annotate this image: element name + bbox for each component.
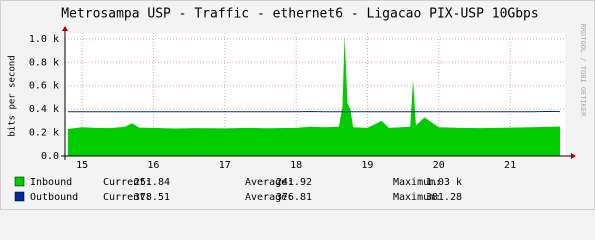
watermark: RRDTOOL / TOBI OETIKER xyxy=(579,24,587,118)
stat-value: 381.28 xyxy=(426,192,462,203)
stat-label: Maximum: xyxy=(393,177,441,188)
chart-title: Metrosampa USP - Traffic - ethernet6 - L… xyxy=(61,7,538,22)
x-axis-arrow xyxy=(571,153,576,159)
x-tick-label: 19 xyxy=(361,160,373,171)
legend-swatch xyxy=(14,191,25,202)
x-tick-label: 15 xyxy=(76,160,88,171)
area xyxy=(67,35,561,156)
legend-label: Outbound xyxy=(30,192,78,203)
y-axis-label: bits per second xyxy=(8,55,18,136)
stat-label: Average: xyxy=(245,177,293,188)
stat-value: 241.92 xyxy=(276,177,312,188)
legend-label: Inbound xyxy=(30,177,72,188)
y-tick-label: 1.0 k xyxy=(29,34,59,45)
legend-swatch xyxy=(14,176,25,187)
chart: Metrosampa USP - Traffic - ethernet6 - L… xyxy=(0,0,595,210)
stat-value: 378.51 xyxy=(134,192,170,203)
x-tick-label: 17 xyxy=(219,160,231,171)
y-tick-label: 0.6 k xyxy=(29,81,59,92)
y-tick-label: 0.0 xyxy=(41,151,59,162)
stat-value: 376.81 xyxy=(276,192,312,203)
y-tick-label: 0.2 k xyxy=(29,128,59,139)
stat-value: 1.03 k xyxy=(426,177,462,188)
y-tick-label: 0.8 k xyxy=(29,57,59,68)
stat-label: Average: xyxy=(245,192,293,203)
x-tick-label: 21 xyxy=(504,160,516,171)
y-axis-arrow xyxy=(62,26,68,31)
stat-value: 251.84 xyxy=(134,177,170,188)
x-tick-label: 16 xyxy=(147,160,159,171)
x-tick-label: 18 xyxy=(290,160,302,171)
stat-label: Maximum: xyxy=(393,192,441,203)
y-tick-label: 0.4 k xyxy=(29,104,59,115)
x-tick-label: 20 xyxy=(433,160,445,171)
stat-label: Current: xyxy=(103,192,151,203)
stat-label: Current: xyxy=(103,177,151,188)
